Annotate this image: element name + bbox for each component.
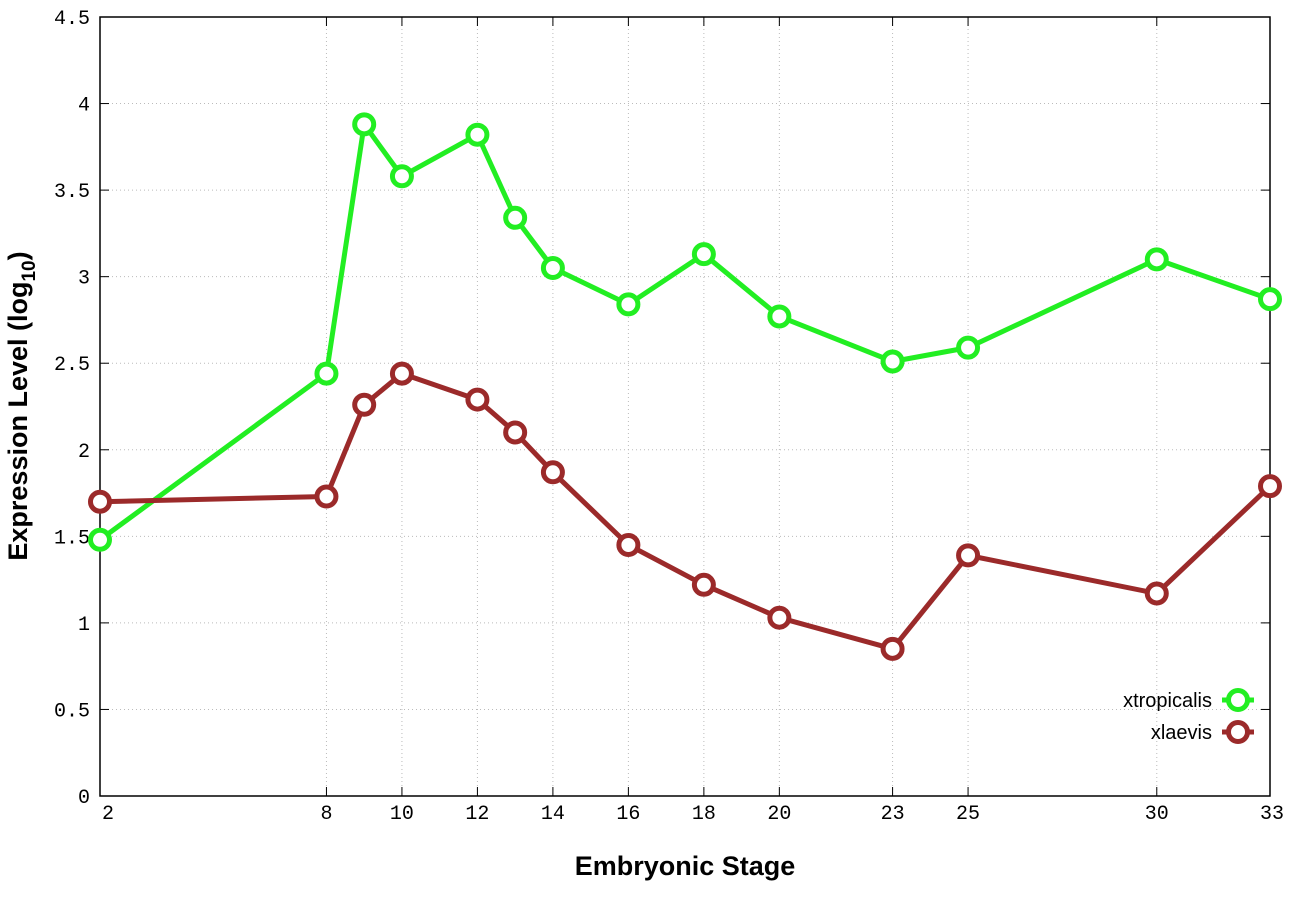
series-line-xlaevis [99,371,1272,652]
data-point-xtropicalis [540,256,565,281]
plot-frame [99,16,1271,797]
x-tick-label: 25 [956,803,980,826]
data-point-xlaevis [880,636,905,661]
legend-marker-xtropicalis [1226,688,1250,712]
data-point-xlaevis [465,387,490,412]
data-point-xlaevis [691,572,716,597]
legend-marker-xlaevis [1226,720,1250,744]
data-point-xtropicalis [616,292,641,317]
data-point-xtropicalis [1258,287,1282,312]
y-tick-label: 2 [78,441,90,464]
y-tick-label: 2.5 [54,354,90,377]
data-point-xtropicalis [465,122,490,147]
y-tick-label: 0 [78,787,90,810]
y-tick-label: 4 [78,95,90,118]
x-tick-label: 8 [320,803,332,826]
data-point-xlaevis [1258,474,1282,499]
x-tick-label: 14 [541,803,565,826]
y-axis-title-subscript: 10 [19,260,40,281]
x-tick-label: 12 [465,803,489,826]
x-tick-label: 2 [102,803,114,826]
series-xlaevis [88,361,1282,661]
data-point-xlaevis [956,543,981,568]
x-tick-label: 16 [616,803,640,826]
data-point-xlaevis [540,460,565,485]
data-point-xtropicalis [503,205,528,230]
x-tick-label: 10 [390,803,414,826]
series-layer [88,112,1282,661]
axis-ticks: 0 0.5 1 1.5 2 2.5 3 3.5 4 4.5 2 8 10 12 14 16 18 20 23 25 30… [54,8,1284,826]
y-tick-label: 3.5 [54,181,90,204]
y-axis-title-close: ) [3,251,33,260]
y-tick-label: 1.5 [54,527,90,550]
data-point-xtropicalis [767,304,792,329]
grid-lines [100,17,1270,796]
x-axis-title: Embryonic Stage [575,851,796,881]
data-point-xlaevis [1144,581,1169,606]
y-tick-label: 4.5 [54,8,90,31]
data-point-xtropicalis [880,349,905,374]
data-point-xtropicalis [88,527,112,552]
data-point-xlaevis [352,392,377,417]
y-axis-title-main: Expression Level (log [3,282,33,561]
y-tick-label: 0.5 [54,700,90,723]
data-point-xlaevis [767,605,792,630]
data-point-xtropicalis [352,112,377,137]
x-tick-label: 20 [767,803,791,826]
data-point-xlaevis [503,420,528,445]
x-tick-label: 30 [1145,803,1169,826]
legend-label-xlaevis: xlaevis [1151,722,1212,744]
x-tick-label: 23 [881,803,905,826]
series-xtropicalis [88,112,1282,552]
y-axis-title: Expression Level (log10) [3,251,40,560]
x-tick-label: 33 [1260,803,1284,826]
y-tick-label: 1 [78,614,90,637]
series-line-xtropicalis [98,121,1271,542]
data-point-xlaevis [616,532,641,557]
data-point-xlaevis [314,484,339,509]
data-point-xtropicalis [389,164,414,189]
data-point-xtropicalis [1144,247,1169,272]
y-tick-label: 3 [78,268,90,291]
x-tick-label: 18 [692,803,716,826]
data-point-xtropicalis [956,335,981,360]
data-point-xtropicalis [691,242,716,267]
legend: xtropicalis xlaevis [1123,688,1254,744]
legend-label-xtropicalis: xtropicalis [1123,690,1212,712]
data-point-xlaevis [88,489,112,514]
data-point-xlaevis [389,361,414,386]
data-point-xtropicalis [314,361,339,386]
